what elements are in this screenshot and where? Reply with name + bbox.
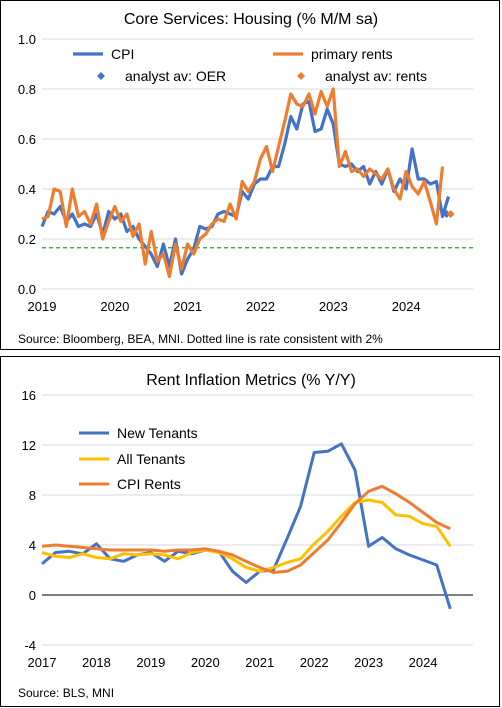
y-tick-label: 12: [22, 438, 36, 453]
legend-label: All Tenants: [117, 451, 185, 467]
y-tick-label: 16: [22, 388, 36, 403]
x-tick-label: 2024: [409, 655, 438, 670]
source-note: Source: Bloomberg, BEA, MNI. Dotted line…: [18, 332, 383, 346]
x-tick-label: 2020: [191, 655, 220, 670]
x-tick-label: 2019: [136, 655, 165, 670]
chart-title: Core Services: Housing (% M/M sa): [124, 11, 378, 28]
x-tick-label: 2021: [173, 299, 202, 314]
source-note: Source: BLS, MNI: [18, 686, 114, 700]
legend-label: primary rents: [311, 46, 393, 62]
x-tick-label: 2023: [319, 299, 348, 314]
legend-label: CPI Rents: [117, 476, 181, 492]
data-point-marker: [446, 210, 455, 218]
legend-marker: [297, 72, 305, 80]
x-tick-label: 2023: [354, 655, 383, 670]
x-tick-label: 2020: [100, 299, 129, 314]
x-tick-label: 2024: [392, 299, 421, 314]
series-line: [41, 498, 452, 573]
y-tick-label: 0.8: [18, 82, 36, 97]
legend-label: analyst av: OER: [125, 68, 226, 84]
y-tick-label: 0: [29, 588, 36, 603]
x-tick-label: 2019: [28, 299, 57, 314]
y-tick-label: -4: [24, 638, 36, 653]
legend-label: CPI: [111, 46, 134, 62]
series-line: [41, 87, 445, 279]
series-line: [40, 99, 451, 276]
y-tick-label: 0.2: [18, 232, 36, 247]
x-tick-label: 2018: [82, 655, 111, 670]
legend-label: New Tenants: [117, 425, 198, 441]
y-tick-label: 0.0: [18, 282, 36, 297]
y-tick-label: 4: [29, 538, 36, 553]
rent-inflation-chart: Rent Inflation Metrics (% Y/Y) -4 0 4 8 12 16 2…: [18, 372, 473, 700]
x-tick-label: 2022: [246, 299, 275, 314]
legend-marker: [97, 72, 105, 80]
y-tick-label: 0.4: [18, 182, 36, 197]
housing-chart: Core Services: Housing (% M/M sa) 0.0 0.2 0…: [18, 11, 473, 346]
housing-chart-panel: Core Services: Housing (% M/M sa) 0.0 0.2 0…: [0, 0, 500, 350]
rent-inflation-chart-panel: Rent Inflation Metrics (% Y/Y) -4 0 4 8 12 16 2…: [0, 356, 500, 707]
y-tick-label: 8: [29, 488, 36, 503]
x-tick-label: 2021: [245, 655, 274, 670]
series-line: [41, 442, 452, 610]
legend-label: analyst av: rents: [325, 68, 427, 84]
x-tick-label: 2022: [300, 655, 329, 670]
x-tick-label: 2017: [28, 655, 57, 670]
y-tick-label: 0.6: [18, 132, 36, 147]
series-line: [41, 484, 451, 574]
chart-title: Rent Inflation Metrics (% Y/Y): [146, 372, 356, 389]
y-tick-label: 1.0: [18, 32, 36, 47]
